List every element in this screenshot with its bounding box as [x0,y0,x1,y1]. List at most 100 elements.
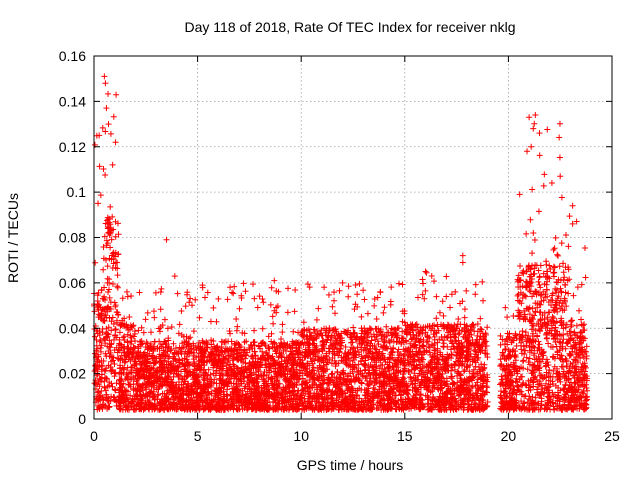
data-point [164,325,171,332]
data-point [202,294,209,301]
data-point [112,326,119,333]
data-point [104,383,111,390]
data-point [97,337,104,344]
data-point [371,295,378,302]
data-point [152,289,159,296]
data-point [267,301,274,308]
data-point [108,353,115,360]
data-point [136,406,143,413]
data-point [107,244,114,251]
data-point [433,315,440,322]
data-point [114,284,121,291]
data-point [94,345,101,352]
data-point [439,298,446,305]
data-point [94,353,101,360]
data-point [127,358,134,365]
data-point [91,350,98,357]
data-point [94,330,101,337]
data-point [388,284,395,291]
data-point [102,296,109,303]
data-point [436,309,443,316]
data-point [109,366,116,373]
data-point [117,387,124,394]
data-point [102,340,109,347]
data-point [347,339,354,346]
data-point [112,253,119,260]
data-point [94,356,101,363]
data-point [109,314,116,321]
data-point [95,200,102,207]
data-point [189,302,196,309]
data-point [116,340,123,347]
data-point [101,317,108,324]
data-point [175,364,182,371]
data-point [374,294,381,301]
data-point [103,375,110,382]
data-point [124,293,131,300]
data-point [156,328,163,335]
data-point [183,391,190,398]
data-point [313,316,320,323]
data-point [279,329,286,336]
data-point [350,324,357,331]
data-point [260,299,267,306]
data-point [106,286,113,293]
data-point [345,283,352,290]
data-point [138,324,145,331]
data-point [250,281,257,288]
data-point [440,312,447,319]
data-point [279,321,286,328]
data-point [100,165,107,172]
chart-title: Day 118 of 2018, Rate Of TEC Index for r… [185,19,516,35]
data-point [240,280,247,287]
data-point [472,363,479,370]
data-point [113,309,120,316]
data-point [269,313,276,320]
data-point [96,376,103,383]
data-point [169,379,176,386]
data-point [116,403,123,410]
data-point [480,297,487,304]
data-point [105,398,112,405]
data-point [107,299,114,306]
data-point [178,308,185,315]
data-point [184,350,191,357]
data-point [135,327,142,334]
data-point [104,240,111,247]
data-point [123,392,130,399]
data-point [414,294,421,301]
data-point [204,289,211,296]
data-point [106,276,113,283]
data-point [156,382,163,389]
data-point [433,293,440,300]
data-point [95,388,102,395]
data-point [117,322,124,329]
data-point [98,366,105,373]
data-point [97,192,104,199]
data-point [290,328,297,335]
data-point [110,113,117,120]
data-point [461,314,468,321]
data-point [161,316,168,323]
data-point [268,284,275,291]
data-point [440,343,447,350]
data-point [388,325,395,332]
data-point [123,369,130,376]
data-point [315,305,322,312]
data-point [91,308,98,315]
data-point [292,286,299,293]
data-point [128,368,135,375]
data-point [349,339,356,346]
data-point [218,338,225,345]
data-point [119,357,126,364]
data-point [120,366,127,373]
data-point [127,338,134,345]
data-point [101,384,108,391]
data-point [98,310,105,317]
data-point [213,318,220,325]
data-point [176,321,183,328]
data-point [420,280,427,287]
data-point [196,314,203,321]
data-point [107,349,114,356]
data-point [256,293,263,300]
